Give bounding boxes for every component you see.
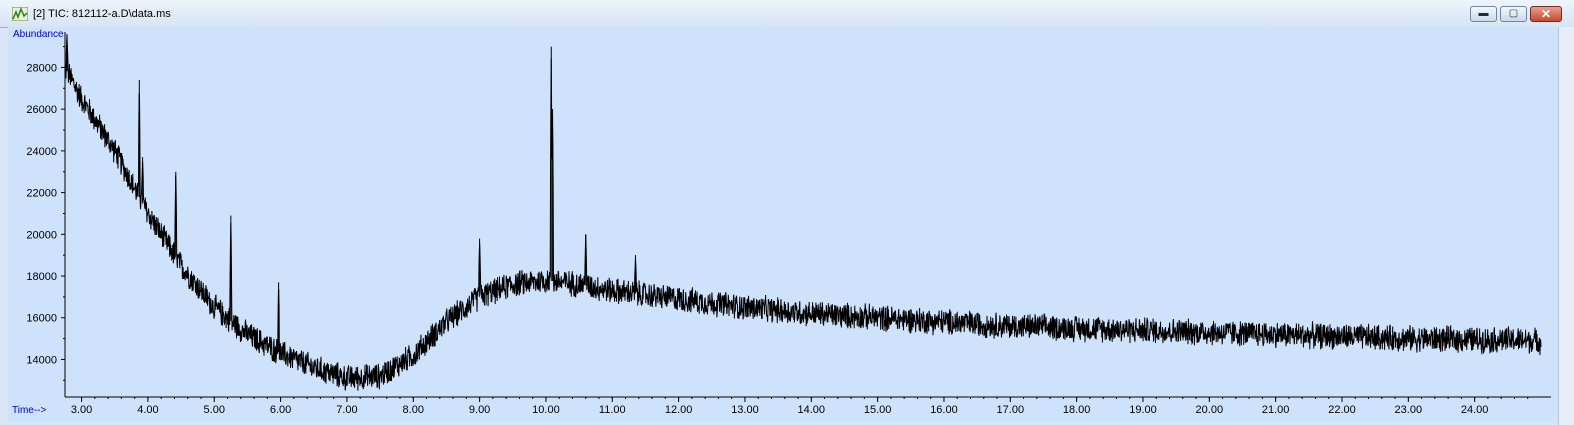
tic-chart: 14000 16000 18000 20000 22000 24000 26000 28000… xyxy=(12,29,1551,416)
minimize-button[interactable]: ▬ xyxy=(1470,6,1497,22)
chromatogram-app-icon xyxy=(12,7,28,21)
y-tick-label: 28000 xyxy=(26,62,57,74)
y-tick-label: 24000 xyxy=(26,146,57,158)
maximize-button[interactable]: ▢ xyxy=(1500,6,1527,22)
title-bar[interactable]: [2] TIC: 812112-a.D\data.ms ▬ ▢ ✕ xyxy=(0,0,1574,28)
close-icon: ✕ xyxy=(1540,7,1552,21)
y-tick-label: 16000 xyxy=(26,313,57,325)
x-tick-label: 14.00 xyxy=(798,404,826,416)
x-tick-label: 13.00 xyxy=(731,404,759,416)
x-tick-label: 21.00 xyxy=(1262,404,1290,416)
x-tick-label: 24.00 xyxy=(1461,404,1489,416)
y-tick-label: 18000 xyxy=(26,271,57,283)
window-right-edge xyxy=(1558,27,1574,425)
x-tick-label: 16.00 xyxy=(930,404,958,416)
x-tick-label: 12.00 xyxy=(665,404,693,416)
x-tick-label: 9.00 xyxy=(469,404,490,416)
y-tick-label: 20000 xyxy=(26,229,57,241)
maximize-icon: ▢ xyxy=(1508,8,1519,19)
x-tick-label: 15.00 xyxy=(864,404,892,416)
x-tick-label: 4.00 xyxy=(137,404,158,416)
x-tick-label: 10.00 xyxy=(532,404,560,416)
x-tick-label: 5.00 xyxy=(204,404,225,416)
window-title: [2] TIC: 812112-a.D\data.ms xyxy=(33,8,171,20)
x-tick-label: 23.00 xyxy=(1395,404,1423,416)
x-tick-label: 7.00 xyxy=(336,404,357,416)
x-tick-label: 8.00 xyxy=(403,404,424,416)
x-tick-label: 22.00 xyxy=(1328,404,1356,416)
x-tick-label: 6.00 xyxy=(270,404,291,416)
x-axis-label: Time--> xyxy=(12,405,47,416)
plot-area: 14000 16000 18000 20000 22000 24000 26000 28000… xyxy=(8,27,1558,423)
y-tick-label: 14000 xyxy=(26,354,57,366)
y-tick-label: 26000 xyxy=(26,104,57,116)
y-tick-label: 22000 xyxy=(26,188,57,200)
tic-series-line xyxy=(65,34,1542,391)
x-tick-label: 19.00 xyxy=(1129,404,1157,416)
x-tick-label: 17.00 xyxy=(997,404,1025,416)
minimize-icon: ▬ xyxy=(1478,8,1489,19)
x-tick-label: 11.00 xyxy=(599,404,626,416)
axes: 14000 16000 18000 20000 22000 24000 26000 28000… xyxy=(12,29,1551,416)
x-tick-label: 18.00 xyxy=(1063,404,1091,416)
tic-trace xyxy=(65,34,1542,391)
close-button[interactable]: ✕ xyxy=(1530,6,1562,22)
x-tick-label: 20.00 xyxy=(1196,404,1224,416)
x-tick-label: 3.00 xyxy=(71,404,92,416)
y-axis-label: Abundance xyxy=(13,29,64,40)
